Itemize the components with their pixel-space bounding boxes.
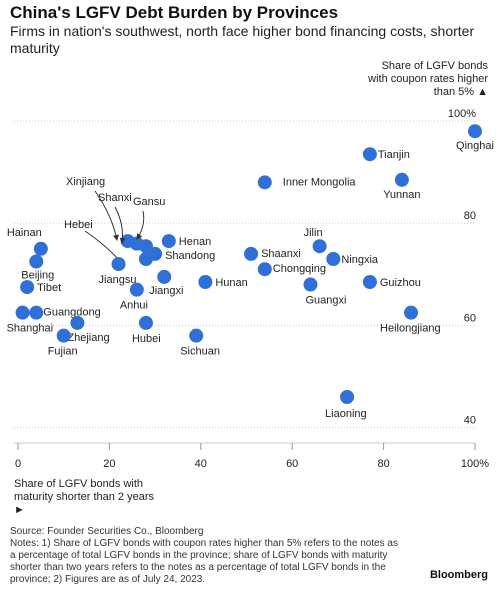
y-tick-label: 60 — [464, 312, 476, 324]
x-tick-label: 100% — [461, 458, 489, 470]
callout-arrow-gansu — [136, 210, 145, 240]
point-shanghai — [15, 305, 30, 320]
bloomberg-logo: Bloomberg — [429, 569, 488, 581]
point-zhejiang — [70, 315, 85, 330]
point-label-zhejiang: Zhejiang — [67, 332, 109, 344]
point-label-liaoning: Liaoning — [325, 408, 367, 420]
footnote: Source: Founder Securities Co., Bloomber… — [10, 526, 405, 586]
source-text: Source: Founder Securities Co., Bloomber… — [10, 526, 204, 537]
point-label-shandong: Shandong — [165, 250, 215, 262]
point-hainan — [33, 241, 48, 256]
x-tick-label: 60 — [286, 458, 298, 470]
point-tibet — [20, 280, 35, 295]
point-label-chongqing: Chongqing — [273, 263, 326, 275]
y-axis-label: Share of LGFV bonds with coupon rates hi… — [368, 60, 488, 98]
point-anhui — [129, 282, 144, 297]
point-hubei — [138, 315, 153, 330]
point-jilin — [312, 239, 327, 254]
point-beijing — [29, 254, 44, 269]
x-tick-label: 20 — [103, 458, 115, 470]
point-chongqing — [257, 262, 272, 277]
point-ningxia — [326, 252, 341, 266]
point-guangdong — [29, 305, 44, 320]
point-henan — [161, 234, 176, 249]
point-label-yunnan: Yunnan — [383, 189, 420, 201]
y-tick-label: 100% — [448, 108, 476, 120]
point-tianjin — [362, 147, 377, 162]
notes-text: Notes: 1) Share of LGFV bonds with coupo… — [10, 538, 398, 585]
point-hunan — [198, 275, 213, 289]
y-tick-label: 40 — [464, 415, 476, 427]
x-tick-label: 80 — [377, 458, 389, 470]
point-label-tibet: Tibet — [37, 282, 61, 294]
callout-arrow-shanxi — [114, 206, 126, 244]
chart-title: China's LGFV Debt Burden by Provinces — [10, 3, 339, 22]
point-jiangxi — [157, 269, 172, 284]
point-label-jiangsu: Jiangsu — [99, 274, 137, 286]
x-tick-label: 0 — [15, 458, 21, 470]
point-inner-mongolia — [257, 175, 272, 190]
point-label-hainan: Hainan — [7, 227, 42, 239]
point-label-gansu: Gansu — [133, 196, 165, 208]
point-label-jilin: Jilin — [304, 227, 323, 239]
point-label-jiangxi: Jiangxi — [149, 285, 183, 297]
point-label-guizhou: Guizhou — [380, 277, 421, 289]
point-label-shanghai: Shanghai — [7, 323, 54, 335]
point-label-hubei: Hubei — [132, 333, 161, 345]
point-jiangsu — [111, 257, 126, 272]
point-heilongjiang — [404, 305, 419, 320]
point-label-inner-mongolia: Inner Mongolia — [283, 176, 357, 188]
point-label-shanxi: Shanxi — [98, 192, 132, 204]
y-tick-label: 80 — [464, 210, 476, 222]
point-label-xinjiang: Xinjiang — [66, 176, 105, 188]
point-label-guangdong: Guangdong — [43, 307, 101, 319]
point-yunnan — [394, 172, 409, 187]
point-gansu — [138, 239, 153, 254]
point-qinghai — [468, 124, 482, 139]
point-sichuan — [189, 328, 204, 343]
point-label-heilongjiang: Heilongjiang — [380, 323, 441, 335]
point-label-sichuan: Sichuan — [180, 346, 220, 358]
point-label-hunan: Hunan — [215, 277, 247, 289]
point-guizhou — [362, 275, 377, 289]
x-axis-label: Share of LGFV bonds with maturity shorte… — [14, 478, 155, 516]
point-label-anhui: Anhui — [120, 300, 148, 312]
point-label-hebei: Hebei — [64, 219, 93, 231]
point-label-ningxia: Ningxia — [341, 254, 379, 266]
point-label-fujian: Fujian — [48, 346, 78, 358]
point-label-tianjin: Tianjin — [378, 149, 410, 161]
point-label-beijing: Beijing — [21, 270, 54, 282]
chart-subtitle: Firms in nation's southwest, north face … — [10, 23, 475, 56]
point-fujian — [56, 328, 71, 343]
point-liaoning — [340, 390, 355, 404]
point-label-guangxi: Guangxi — [305, 295, 346, 307]
callout-arrow-xinjiang — [94, 190, 119, 241]
point-guangxi — [303, 277, 318, 292]
point-shandong — [148, 246, 163, 261]
point-shaanxi — [244, 246, 259, 261]
point-label-henan: Henan — [179, 236, 211, 248]
point-label-shaanxi: Shaanxi — [261, 248, 301, 260]
point-label-qinghai: Qinghai — [456, 140, 494, 152]
x-tick-label: 40 — [195, 458, 207, 470]
